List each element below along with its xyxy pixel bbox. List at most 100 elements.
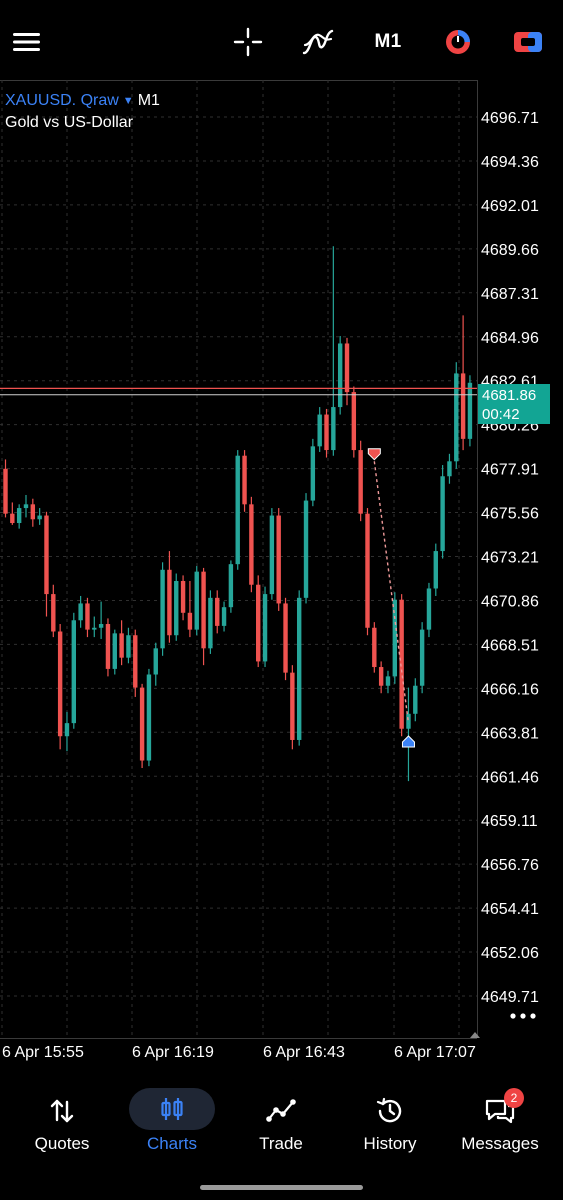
candle-body [105,624,111,669]
candle-body [358,450,363,514]
nav-charts-label: Charts [146,1134,198,1153]
y-tick-label: 4656.76 [481,857,539,874]
y-tick-label: 4687.31 [481,286,539,303]
candle-body [460,373,466,439]
candle-body [392,599,398,677]
symbol-timeframe: M1 [137,92,160,109]
candle-body [372,627,377,668]
candle-body [201,571,206,649]
candle-body [92,627,97,630]
candle-body [385,676,391,686]
x-tick-label: 6 Apr 16:19 [132,1044,214,1061]
candle-body [221,607,227,626]
trade-connector-line [373,461,410,724]
candle-body [447,461,452,477]
current-price-tag: 4681.86 00:42 [478,384,550,424]
bar-countdown: 00:42 [482,406,520,423]
candle-body [71,620,76,724]
candle-body [3,468,8,514]
menu-icon [13,33,40,51]
candle-body [16,508,22,524]
candle-body [440,476,445,552]
candle-body [85,603,90,630]
candle-body [37,515,42,520]
candle-body [174,580,179,636]
more-options-button[interactable] [506,1004,540,1028]
top-toolbar: M1 [0,0,563,80]
sell-arrow-icon [367,448,381,461]
candle-body [256,584,261,662]
menu-button[interactable] [10,22,44,62]
candle-body [119,633,124,658]
candle-body [337,343,343,408]
charts-candles-icon [129,1088,215,1130]
symbol-name[interactable]: XAUUSD. Qraw [5,92,119,109]
nav-charts[interactable]: Charts [128,1080,216,1170]
nav-quotes[interactable]: Quotes [22,1080,102,1170]
messages-badge: 2 [504,1088,524,1108]
candle-body [208,597,213,649]
y-tick-label: 4666.16 [481,681,539,698]
candle-body [262,594,268,662]
trade-line-icon [251,1094,311,1128]
y-tick-label: 4673.21 [481,550,539,567]
nav-messages-label: Messages [461,1134,539,1153]
indicator-icon [302,29,334,55]
trade-panel-icon [514,32,542,52]
candle-body [283,603,288,673]
candle-body [30,504,36,520]
candle-body [365,513,370,628]
crosshair-icon [233,27,263,57]
buy-arrow-icon [401,735,415,748]
y-tick-label: 4649.71 [481,989,539,1006]
y-tick-label: 4659.11 [481,813,538,830]
more-dots-icon [510,1013,536,1019]
timeframe-button[interactable]: M1 [374,31,402,52]
candle-body [426,588,432,630]
symbol-selector[interactable]: XAUUSD. Qraw ▼ M1 [5,92,160,110]
crosshair-button[interactable] [230,22,266,62]
candle-body [331,407,336,451]
candle-body [419,629,425,686]
candle-body [317,414,322,447]
y-tick-label: 4663.81 [481,725,539,742]
one-click-trading-button[interactable] [440,22,476,62]
y-tick-label: 4692.01 [481,198,539,215]
chart-area[interactable]: 4696.71 4694.36 4692.01 4689.66 4687.31 4684.… [0,80,563,1080]
history-clock-icon [360,1094,420,1128]
candle-body [296,597,302,740]
x-tick-label: 6 Apr 15:55 [2,1044,84,1061]
one-click-trading-icon [446,30,470,54]
nav-messages[interactable]: 2 Messages [455,1080,545,1170]
candle-body [351,392,357,451]
y-tick-label: 4675.56 [481,506,539,523]
nav-quotes-label: Quotes [34,1134,90,1153]
nav-trade[interactable]: Trade [240,1080,322,1170]
candle-body [64,723,70,737]
trade-panel-button[interactable] [510,22,546,62]
nav-trade-label: Trade [259,1134,303,1153]
y-tick-label: 4661.46 [481,769,539,786]
candlestick-chart[interactable]: 4696.71 4694.36 4692.01 4689.66 4687.31 4684.… [0,80,563,1080]
candle-body [10,513,15,524]
candle-body [269,515,275,595]
candle-body [187,612,193,630]
candle-body [167,569,172,636]
indicators-button[interactable] [300,22,336,62]
candle-body [276,515,281,604]
y-tick-label: 4694.36 [481,154,539,171]
candle-body [215,597,220,626]
candle-body [378,667,384,686]
candle-body [160,569,165,649]
candle-body [44,515,49,595]
candle-body [303,500,309,598]
candle-body [413,685,418,714]
candle-body [133,635,138,688]
nav-history[interactable]: History [350,1080,430,1170]
candle-body [228,564,234,608]
bottom-navigation: Quotes Charts Trade [0,1080,563,1200]
x-tick-label: 6 Apr 16:43 [263,1044,345,1061]
chart-scroll-marker [470,1032,480,1038]
candle-body [112,633,117,669]
candle-body [324,414,329,451]
